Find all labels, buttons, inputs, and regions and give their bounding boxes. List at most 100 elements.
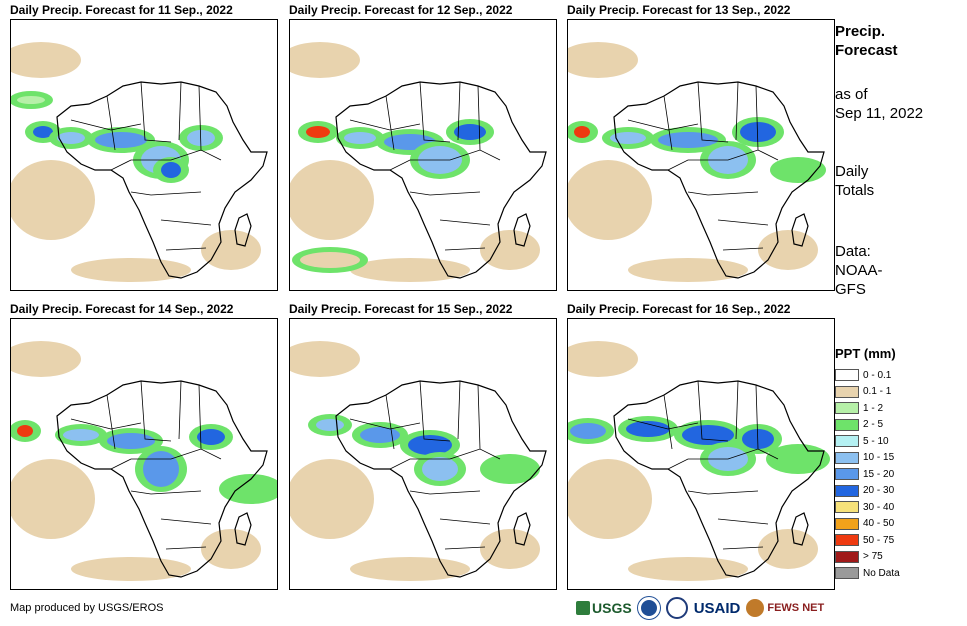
- legend-label: > 75: [863, 551, 883, 563]
- legend-label: 20 - 30: [863, 485, 895, 497]
- precip-core: [143, 451, 179, 487]
- coastline: [234, 512, 252, 546]
- background-precip-area: [201, 529, 261, 569]
- precip-core: [306, 126, 330, 138]
- background-precip-area: [480, 529, 540, 569]
- legend-item: 10 - 15: [835, 450, 960, 467]
- forecast-panel-1: Daily Precip. Forecast for 11 Sep., 2022: [10, 3, 278, 298]
- precip-map: [10, 19, 278, 291]
- legend-item: 0.1 - 1: [835, 384, 960, 401]
- legend-swatch: [835, 468, 859, 481]
- data-source-line2: NOAA-: [835, 262, 883, 279]
- background-precip-area: [758, 529, 818, 569]
- globe-icon: [746, 599, 765, 617]
- precip-core: [658, 132, 718, 148]
- panel-title: Daily Precip. Forecast for 14 Sep., 2022: [10, 302, 234, 316]
- background-precip-area: [11, 42, 81, 78]
- legend-swatch: [835, 451, 859, 464]
- africa-map-svg: [11, 341, 277, 581]
- background-precip-area: [71, 258, 191, 282]
- legend-swatch: [835, 402, 859, 415]
- coastline: [234, 213, 252, 247]
- africa-map-svg: [11, 42, 268, 282]
- fews-net-logo: FEWS NET: [746, 599, 824, 617]
- legend-item: 5 - 10: [835, 433, 960, 450]
- forecast-panel-2: Daily Precip. Forecast for 12 Sep., 2022: [289, 3, 557, 298]
- background-precip-area: [480, 230, 540, 270]
- background-precip-area: [628, 258, 748, 282]
- precip-core: [574, 126, 590, 138]
- precip-core: [360, 427, 400, 443]
- background-precip-area: [290, 341, 360, 377]
- africa-map-svg: [568, 341, 830, 581]
- partner-logos: USGS USAID FEWS NET: [576, 594, 824, 622]
- panel-title: Daily Precip. Forecast for 11 Sep., 2022: [10, 3, 233, 17]
- precip-map: [567, 318, 835, 590]
- legend-label: 0 - 0.1: [863, 369, 892, 381]
- background-precip-area: [628, 557, 748, 581]
- legend-label: 30 - 40: [863, 501, 895, 513]
- coastline: [791, 512, 809, 546]
- legend-item: 30 - 40: [835, 499, 960, 516]
- legend-label: 10 - 15: [863, 452, 895, 464]
- precip-core: [107, 433, 155, 449]
- panel-title: Daily Precip. Forecast for 16 Sep., 2022: [567, 302, 791, 316]
- africa-map-svg: [568, 42, 826, 282]
- precip-core: [488, 459, 532, 479]
- country-borders: [349, 380, 501, 550]
- fews-net-logo-text: FEWS NET: [767, 602, 825, 614]
- country-borders: [627, 380, 779, 550]
- precip-core: [300, 252, 360, 268]
- legend-swatch: [835, 550, 859, 563]
- precip-core: [63, 429, 99, 441]
- coastline: [335, 81, 547, 279]
- data-source-line1: Data:: [835, 243, 871, 260]
- legend-label: 1 - 2: [863, 402, 884, 414]
- background-precip-area: [201, 230, 261, 270]
- legend-item: 15 - 20: [835, 466, 960, 483]
- precip-core: [422, 457, 458, 481]
- legend-swatch: [835, 385, 859, 398]
- precip-core: [17, 96, 45, 104]
- precip-core: [454, 124, 486, 140]
- precip-core: [682, 425, 734, 445]
- legend-label: 0.1 - 1: [863, 386, 892, 398]
- legend-item: 20 - 30: [835, 483, 960, 500]
- forecast-panel-6: Daily Precip. Forecast for 16 Sep., 2022: [567, 302, 835, 597]
- usaid-seal-icon: [665, 597, 688, 619]
- precip-core: [778, 162, 818, 178]
- sidebar-heading-line1: Precip.: [835, 23, 886, 40]
- legend-swatch: [835, 369, 859, 382]
- precip-core: [197, 429, 225, 445]
- panel-title: Daily Precip. Forecast for 12 Sep., 2022: [289, 3, 513, 17]
- country-borders: [70, 81, 222, 251]
- precip-core: [57, 132, 85, 144]
- totals-line2: Totals: [835, 182, 875, 199]
- coastline: [613, 81, 825, 279]
- legend-swatch: [835, 534, 859, 547]
- coastline: [56, 81, 268, 279]
- background-precip-area: [290, 42, 360, 78]
- background-precip-area: [11, 459, 95, 539]
- precip-core: [570, 423, 606, 439]
- precip-map: [289, 318, 557, 590]
- precip-core: [17, 425, 33, 437]
- precip-core: [408, 435, 452, 455]
- panel-title: Daily Precip. Forecast for 13 Sep., 2022: [567, 3, 791, 17]
- noaa-logo-icon: [637, 597, 660, 619]
- data-source-line3: GFS: [835, 281, 866, 298]
- precip-core: [626, 421, 670, 437]
- coastline: [791, 213, 809, 247]
- panel-title: Daily Precip. Forecast for 15 Sep., 2022: [289, 302, 513, 316]
- background-precip-area: [11, 160, 95, 240]
- asof-date: Sep 11, 2022: [835, 105, 924, 122]
- precip-core: [740, 122, 776, 142]
- usgs-logo-text: USGS: [592, 600, 632, 616]
- background-precip-area: [568, 160, 652, 240]
- coastline: [56, 380, 268, 578]
- legend-swatch: [835, 567, 859, 580]
- legend-label: 40 - 50: [863, 518, 895, 530]
- legend-label: 50 - 75: [863, 534, 895, 546]
- country-borders: [70, 380, 222, 550]
- precip-core: [161, 162, 181, 178]
